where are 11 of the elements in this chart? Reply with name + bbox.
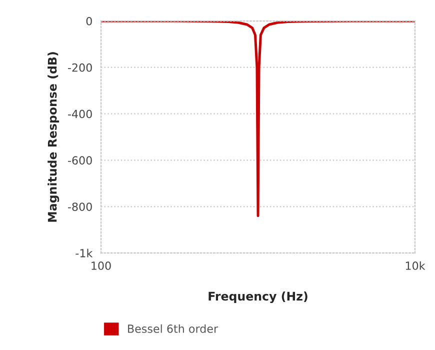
- y-tick-label: -600: [68, 156, 92, 165]
- y-tick-label: -400: [68, 110, 92, 118]
- y-tick-label: 0: [86, 16, 92, 26]
- legend-label: Bessel 6th order: [128, 324, 218, 333]
- x-axis-title: Frequency (Hz): [208, 292, 308, 304]
- x-tick-label: 10k: [406, 261, 426, 270]
- y-tick-label: -800: [68, 202, 92, 211]
- y-axis-title: Magnitude Response (dB): [48, 52, 60, 222]
- y-tick-label: -200: [68, 63, 92, 72]
- y-tick-label: -1k: [76, 248, 93, 258]
- x-tick-label: 100: [92, 262, 111, 270]
